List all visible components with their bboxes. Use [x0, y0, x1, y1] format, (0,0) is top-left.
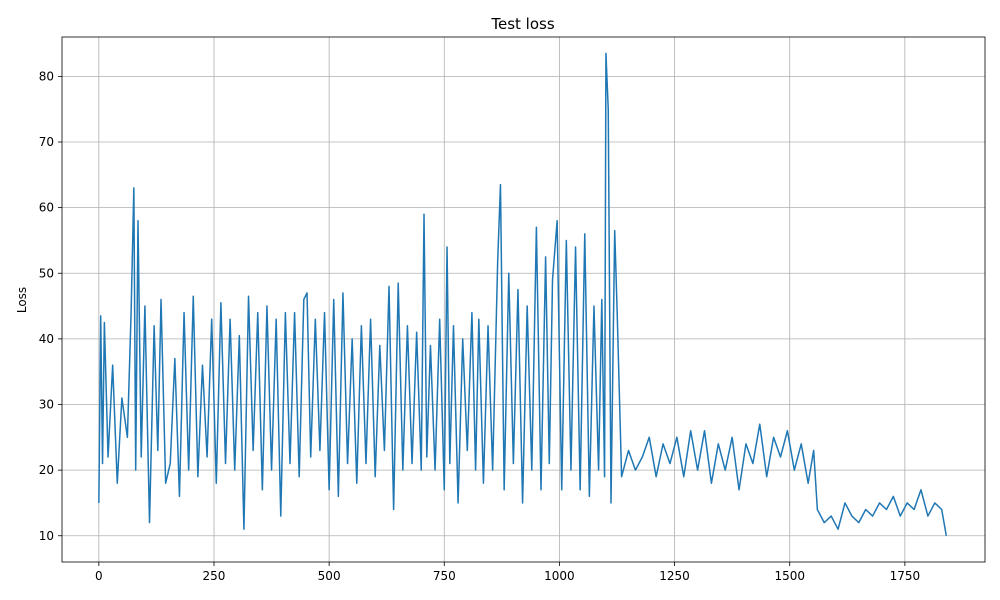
x-tick-label: 250	[203, 569, 226, 583]
y-tick-label: 50	[39, 266, 54, 280]
y-tick-label: 30	[39, 398, 54, 412]
y-tick-label: 20	[39, 463, 54, 477]
x-tick-label: 1000	[544, 569, 575, 583]
chart-title: Test loss	[490, 15, 554, 33]
y-tick-label: 10	[39, 529, 54, 543]
axis-ticks: 0 250 500 750 1000 1250 1500 1750 10 20 30 40 50 60 70…	[39, 69, 920, 583]
x-tick-label: 500	[318, 569, 341, 583]
x-tick-label: 1500	[774, 569, 805, 583]
y-tick-label: 40	[39, 332, 54, 346]
loss-series-line	[98, 52, 948, 536]
grid-lines	[62, 37, 985, 562]
x-tick-label: 750	[433, 569, 456, 583]
plot-frame	[61, 36, 986, 563]
y-tick-label: 80	[39, 69, 54, 83]
x-tick-label: 1250	[659, 569, 690, 583]
y-tick-label: 70	[39, 135, 54, 149]
y-tick-label: 60	[39, 201, 54, 215]
x-tick-label: 0	[95, 569, 103, 583]
y-axis-label: Loss	[15, 287, 29, 313]
x-tick-label: 1750	[890, 569, 921, 583]
